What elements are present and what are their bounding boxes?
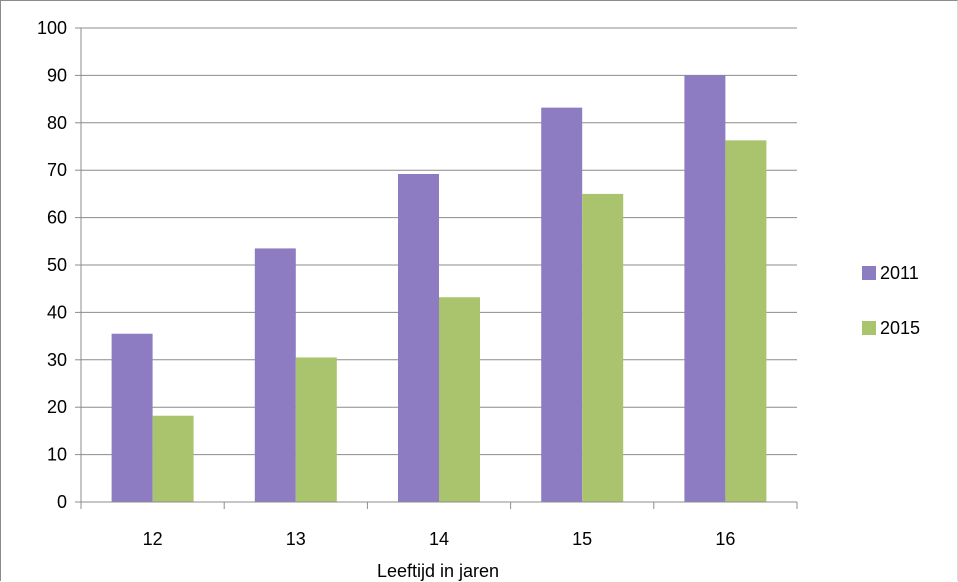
y-tick-label: 0 (57, 492, 67, 512)
y-tick-label: 60 (47, 208, 67, 228)
x-tick-label: 12 (143, 529, 163, 549)
y-tick-label: 50 (47, 255, 67, 275)
y-tick-label: 20 (47, 397, 67, 417)
y-tick-label: 100 (37, 18, 67, 38)
x-axis-title: Leeftijd in jaren (377, 561, 499, 581)
x-tick-label: 14 (429, 529, 449, 549)
bar-2015-15 (582, 193, 624, 502)
bar-2015-14 (439, 297, 480, 502)
bar-2011-13 (254, 248, 296, 502)
y-tick-label: 10 (47, 445, 67, 465)
bars (111, 75, 767, 503)
bar-2011-16 (684, 75, 726, 503)
bar-2011-15 (541, 107, 583, 503)
x-tick-label: 13 (286, 529, 306, 549)
y-tick-labels: 0 10 20 30 40 50 60 70 80 90 100 (37, 18, 67, 512)
bar-2011-14 (398, 173, 439, 502)
y-tick-label: 30 (47, 350, 67, 370)
legend-swatch-2015 (862, 321, 876, 335)
bar-2015-13 (295, 357, 337, 502)
bar-2011-12 (111, 333, 153, 502)
legend-label-2011: 2011 (880, 263, 919, 283)
x-tick-label: 15 (572, 529, 592, 549)
legend-swatch-2011 (862, 266, 876, 280)
y-tick-label: 70 (47, 160, 67, 180)
legend: 2011 2015 (862, 263, 920, 338)
y-tick-label: 90 (47, 65, 67, 85)
x-tick-label: 16 (715, 529, 735, 549)
bar-2015-12 (152, 415, 194, 502)
axes (75, 27, 798, 509)
x-tick-labels: 12 13 14 15 16 (143, 529, 736, 549)
y-tick-label: 80 (47, 113, 67, 133)
legend-label-2015: 2015 (880, 318, 920, 338)
bar-2015-16 (725, 140, 767, 502)
y-tick-label: 40 (47, 302, 67, 322)
